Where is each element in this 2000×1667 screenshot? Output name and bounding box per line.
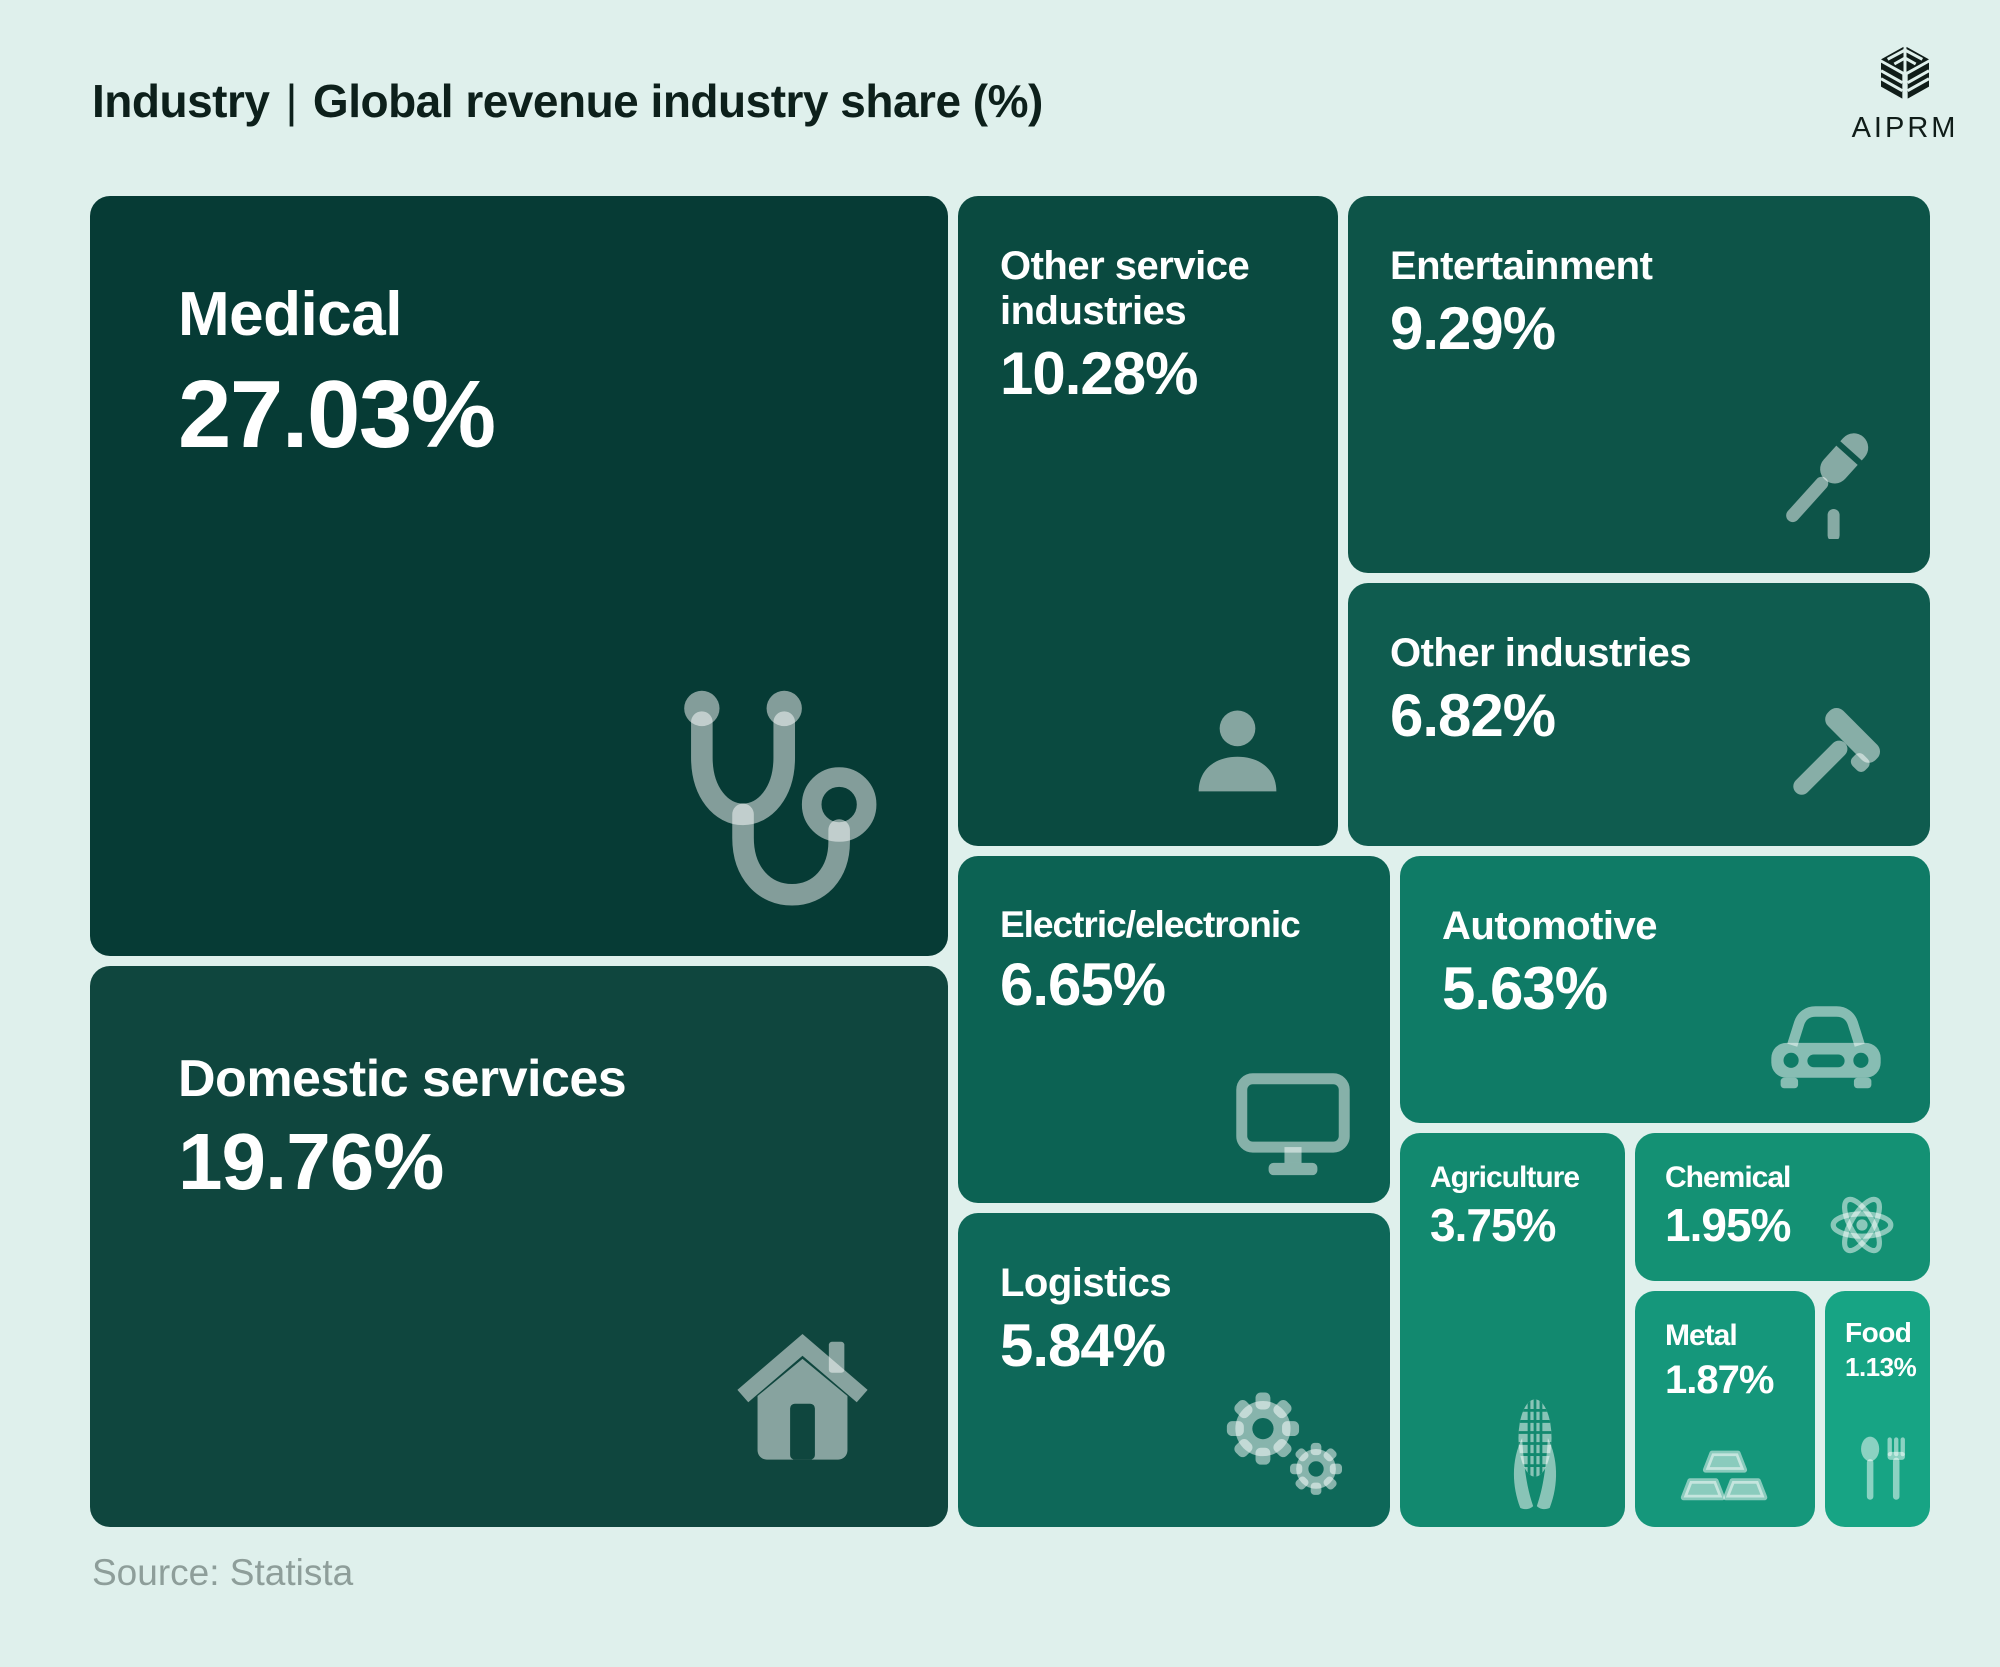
- hammer-icon: [1768, 700, 1888, 820]
- treemap-tile-domestic-services: Domestic services 19.76%: [90, 966, 948, 1527]
- aiprm-logo-icon: [1880, 46, 1930, 99]
- tile-value: 6.82%: [1390, 681, 1556, 749]
- tile-label: Chemical: [1665, 1161, 1791, 1194]
- tile-value: 1.13%: [1845, 1352, 1917, 1383]
- aiprm-logo-text: AIPRM: [1851, 112, 1959, 144]
- monitor-icon: [1232, 1069, 1354, 1181]
- tile-label: Entertainment: [1390, 244, 1653, 288]
- gold-bars-icon: [1679, 1446, 1771, 1509]
- microphone-icon: [1764, 419, 1884, 539]
- tile-value: 10.28%: [1000, 339, 1199, 407]
- stethoscope-icon: [643, 679, 898, 934]
- title-category: Industry: [92, 75, 270, 127]
- chart-title: Industry | Global revenue industry share (…: [92, 74, 1043, 128]
- treemap-tile-food: Food 1.13%: [1825, 1291, 1930, 1527]
- tile-value: 5.84%: [1000, 1311, 1166, 1379]
- treemap-tile-electric-electronic: Electric/electronic 6.65%: [958, 856, 1390, 1203]
- treemap-tile-medical: Medical 27.03%: [90, 196, 948, 956]
- treemap-tile-other-service-industries: Other service industries 10.28%: [958, 196, 1338, 846]
- tile-label: Medical: [178, 280, 402, 349]
- tile-value: 5.63%: [1442, 954, 1608, 1022]
- tile-label: Domestic services: [178, 1050, 627, 1108]
- treemap-tile-agriculture: Agriculture 3.75%: [1400, 1133, 1625, 1527]
- tile-label: Automotive: [1442, 904, 1658, 948]
- treemap-tile-other-industries: Other industries 6.82%: [1348, 583, 1930, 846]
- tile-value: 9.29%: [1390, 294, 1556, 362]
- treemap-tile-entertainment: Entertainment 9.29%: [1348, 196, 1930, 573]
- person-icon: [1185, 699, 1290, 804]
- title-separator: |: [285, 75, 297, 127]
- tile-value: 1.87%: [1665, 1357, 1774, 1402]
- tile-label: Agriculture: [1430, 1161, 1580, 1194]
- treemap-tile-metal: Metal 1.87%: [1635, 1291, 1815, 1527]
- treemap-tile-chemical: Chemical 1.95%: [1635, 1133, 1930, 1281]
- gears-icon: [1212, 1384, 1350, 1503]
- tile-label: Metal: [1665, 1319, 1738, 1352]
- aiprm-logo: AIPRM: [1840, 42, 1970, 145]
- atom-icon: [1822, 1185, 1902, 1265]
- cutlery-icon: [1852, 1433, 1910, 1506]
- house-icon: [725, 1317, 880, 1472]
- tile-label: Electric/electronic: [1000, 904, 1301, 945]
- tile-label: Other service industries: [1000, 244, 1250, 333]
- corn-icon: [1489, 1392, 1581, 1513]
- tile-label: Food: [1845, 1317, 1912, 1348]
- tile-value: 19.76%: [178, 1117, 444, 1207]
- tile-value: 1.95%: [1665, 1198, 1791, 1251]
- tile-value: 6.65%: [1000, 951, 1166, 1019]
- tile-label: Logistics: [1000, 1261, 1172, 1305]
- treemap-tile-logistics: Logistics 5.84%: [958, 1213, 1390, 1527]
- treemap-tile-automotive: Automotive 5.63%: [1400, 856, 1930, 1123]
- car-icon: [1762, 994, 1890, 1101]
- source-note: Source: Statista: [92, 1552, 354, 1593]
- tile-value: 27.03%: [178, 361, 496, 469]
- tile-label: Other industries: [1390, 631, 1691, 675]
- tile-value: 3.75%: [1430, 1198, 1556, 1251]
- title-main: Global revenue industry share (%): [312, 75, 1043, 127]
